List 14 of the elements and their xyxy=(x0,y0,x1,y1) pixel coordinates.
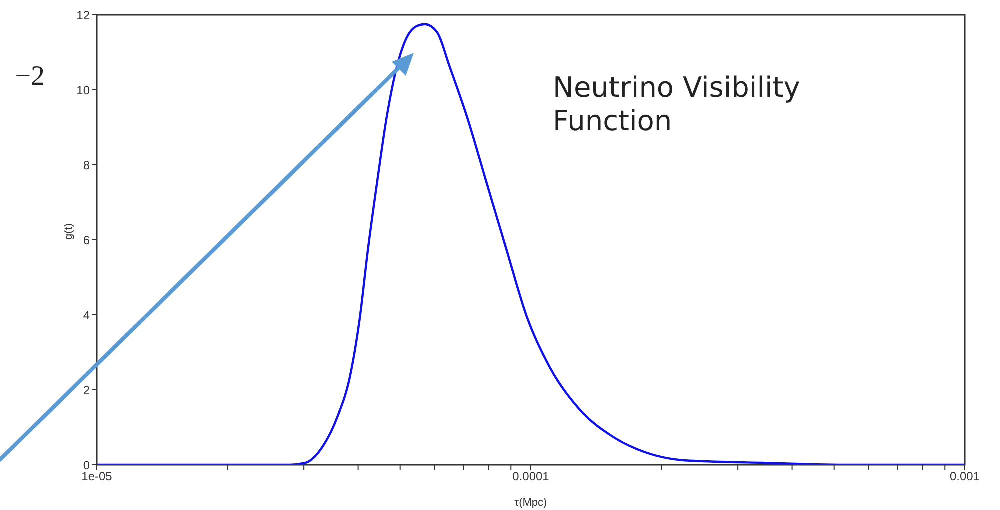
annotation: Neutrino Visibility Function xyxy=(553,71,800,138)
x-tick-label: 0.0001 xyxy=(512,470,550,484)
y-tick-label: 6 xyxy=(83,233,90,248)
y-tick-label: 12 xyxy=(76,8,90,22)
y-tick-label: 4 xyxy=(83,308,90,322)
y-tick-label: 2 xyxy=(83,383,90,398)
y-tick-label: 0 xyxy=(83,458,90,472)
text: −2 xyxy=(15,61,45,92)
x-tick-label: 1e-05 xyxy=(82,470,113,484)
x-tick-label: 0.001 xyxy=(950,470,980,484)
x-axis-title: τ(Mpc) xyxy=(514,497,548,509)
y-axis-title: g(t) xyxy=(62,224,75,240)
y-tick-label: 8 xyxy=(83,158,90,172)
y-tick-label: 10 xyxy=(76,83,90,98)
